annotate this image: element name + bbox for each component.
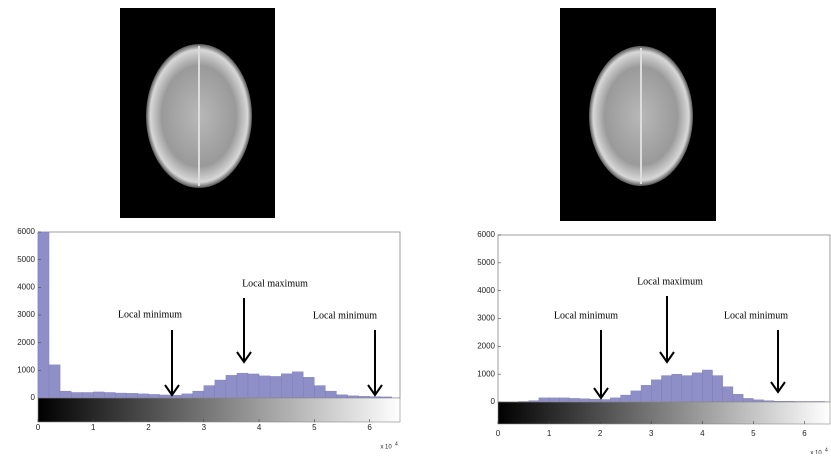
bar: [753, 400, 763, 402]
bar: [292, 372, 303, 398]
x-scale-label: x 10: [810, 451, 822, 454]
bar: [126, 393, 137, 398]
x-tick-label: 6: [367, 423, 372, 432]
x-scale-exponent: 4: [825, 447, 828, 453]
bar: [336, 395, 347, 398]
bar: [314, 386, 325, 398]
annotation: Local minimum: [724, 310, 788, 321]
bar: [182, 394, 193, 398]
y-tick-label: 4000: [477, 286, 495, 295]
annotation: Local minimum: [118, 309, 182, 320]
bar: [600, 399, 610, 402]
y-tick-label: 3000: [17, 310, 35, 319]
x-tick-label: 1: [547, 429, 552, 438]
bar: [692, 373, 702, 402]
x-tick-label: 4: [700, 429, 705, 438]
bar: [641, 385, 651, 402]
annotation: Local maximum: [242, 278, 308, 289]
bar: [631, 391, 641, 402]
bar: [672, 374, 682, 402]
x-tick-label: 5: [751, 429, 756, 438]
y-tick-label: 2000: [477, 341, 495, 350]
annotation: Local maximum: [637, 276, 703, 287]
bar: [325, 391, 336, 398]
bar: [580, 399, 590, 402]
bar: [71, 392, 82, 398]
x-tick-label: 2: [146, 423, 151, 432]
bar: [115, 393, 126, 398]
x-scale-label: x 10: [380, 445, 392, 451]
bar: [347, 396, 358, 398]
bar: [661, 376, 671, 402]
x-tick-label: 3: [202, 423, 207, 432]
y-tick-label: 0: [491, 397, 496, 406]
bar: [303, 377, 314, 398]
bar: [193, 391, 204, 398]
bar: [549, 398, 559, 402]
y-tick-label: 6000: [477, 230, 495, 239]
bar: [723, 387, 733, 402]
colorbar: [498, 402, 830, 424]
x-tick-label: 0: [496, 429, 501, 438]
bar: [539, 398, 549, 402]
y-tick-label: 1000: [17, 365, 35, 374]
x-scale-exponent: 4: [395, 441, 398, 447]
bar: [215, 380, 226, 398]
annotation: Local minimum: [313, 310, 377, 321]
bar: [137, 394, 148, 398]
y-tick-label: 5000: [17, 255, 35, 264]
y-tick-label: 1000: [477, 369, 495, 378]
bar: [248, 374, 259, 398]
y-tick-label: 4000: [17, 282, 35, 291]
bar: [149, 394, 160, 398]
bar: [104, 392, 115, 398]
bar: [682, 376, 692, 402]
mri-image-left: [120, 8, 275, 218]
y-tick-label: 2000: [17, 338, 35, 347]
bar: [621, 395, 631, 402]
bar: [60, 391, 71, 398]
bar: [49, 365, 60, 398]
x-tick-label: 5: [312, 423, 317, 432]
annotation: Local minimum: [554, 310, 618, 321]
bar: [270, 376, 281, 398]
bar: [237, 373, 248, 398]
bar: [82, 392, 93, 398]
bar: [610, 398, 620, 402]
bar: [702, 370, 712, 402]
bar: [651, 380, 661, 402]
y-tick-label: 3000: [477, 314, 495, 323]
x-tick-label: 3: [649, 429, 654, 438]
y-tick-label: 6000: [17, 227, 35, 236]
y-tick-label: 0: [31, 393, 36, 402]
x-tick-label: 0: [36, 423, 41, 432]
bar: [259, 376, 270, 398]
bar: [713, 376, 723, 402]
figure: 01000200030004000500060000123456x 104Loc…: [0, 0, 831, 454]
bar: [570, 398, 580, 402]
bar: [93, 392, 104, 398]
bar: [590, 399, 600, 402]
mri-image-right: [560, 8, 716, 221]
colorbar: [38, 398, 400, 422]
bar: [160, 395, 171, 398]
bar: [281, 374, 292, 398]
bar: [733, 394, 743, 402]
bar: [743, 398, 753, 402]
y-tick-label: 5000: [477, 258, 495, 267]
x-tick-label: 6: [802, 429, 807, 438]
x-tick-label: 2: [598, 429, 603, 438]
bar: [226, 375, 237, 398]
x-tick-label: 4: [257, 423, 262, 432]
bar: [204, 386, 215, 398]
x-tick-label: 1: [91, 423, 96, 432]
bar: [559, 398, 569, 402]
